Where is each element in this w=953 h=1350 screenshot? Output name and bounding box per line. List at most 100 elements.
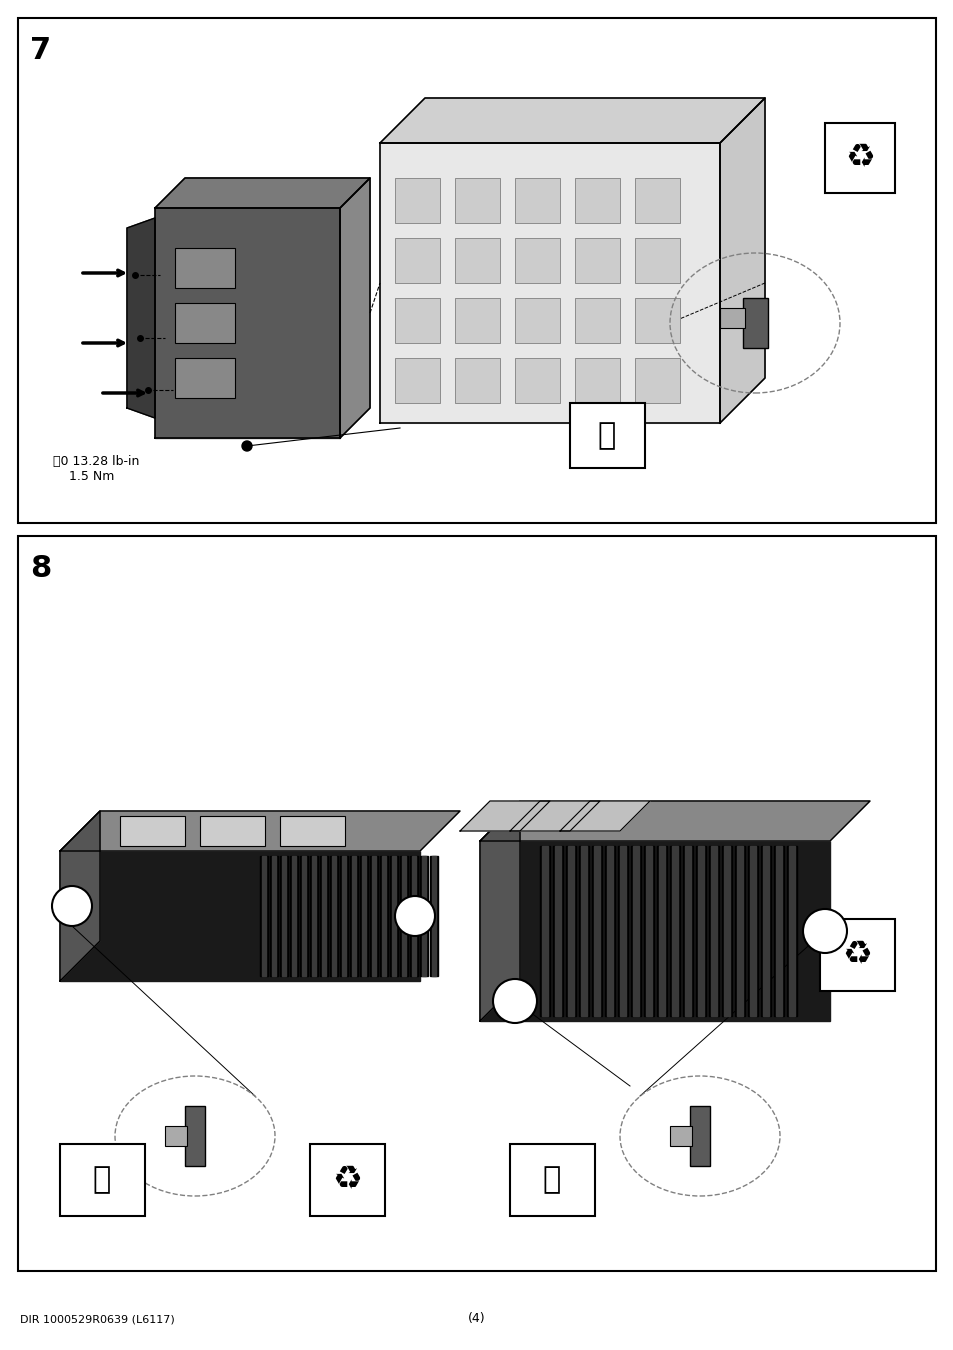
Polygon shape bbox=[682, 846, 692, 1017]
Bar bbox=[515, 178, 559, 223]
Bar bbox=[569, 404, 644, 468]
Polygon shape bbox=[359, 856, 368, 976]
Bar bbox=[820, 919, 894, 991]
Polygon shape bbox=[760, 846, 770, 1017]
Polygon shape bbox=[392, 856, 395, 976]
Polygon shape bbox=[154, 208, 339, 437]
Polygon shape bbox=[401, 856, 406, 976]
Polygon shape bbox=[618, 846, 627, 1017]
Polygon shape bbox=[710, 846, 717, 1017]
Polygon shape bbox=[299, 856, 308, 976]
Polygon shape bbox=[555, 846, 560, 1017]
Polygon shape bbox=[696, 846, 705, 1017]
Circle shape bbox=[802, 909, 846, 953]
Polygon shape bbox=[698, 846, 703, 1017]
Polygon shape bbox=[671, 846, 678, 1017]
Text: DIR 1000529R0639 (L6117): DIR 1000529R0639 (L6117) bbox=[20, 1315, 174, 1324]
Bar bbox=[185, 1106, 205, 1166]
Polygon shape bbox=[580, 846, 586, 1017]
Bar bbox=[165, 1126, 187, 1146]
Polygon shape bbox=[479, 841, 829, 1021]
Polygon shape bbox=[559, 801, 649, 832]
Bar bbox=[635, 238, 679, 284]
Bar bbox=[575, 298, 619, 343]
Polygon shape bbox=[708, 846, 719, 1017]
Bar bbox=[395, 298, 439, 343]
Bar bbox=[395, 358, 439, 404]
Polygon shape bbox=[127, 217, 154, 418]
Polygon shape bbox=[659, 846, 664, 1017]
Text: ♻: ♻ bbox=[332, 1164, 361, 1196]
Polygon shape bbox=[669, 846, 679, 1017]
Polygon shape bbox=[459, 801, 550, 832]
Bar bbox=[689, 1106, 709, 1166]
Polygon shape bbox=[606, 846, 613, 1017]
Polygon shape bbox=[312, 856, 315, 976]
Polygon shape bbox=[630, 846, 640, 1017]
Text: ♻: ♻ bbox=[844, 142, 874, 174]
Polygon shape bbox=[432, 856, 436, 976]
Polygon shape bbox=[567, 846, 574, 1017]
Bar bbox=[669, 1126, 691, 1146]
Polygon shape bbox=[723, 846, 729, 1017]
Polygon shape bbox=[361, 856, 366, 976]
Bar bbox=[510, 1143, 595, 1216]
Bar bbox=[635, 178, 679, 223]
Polygon shape bbox=[379, 99, 764, 143]
Polygon shape bbox=[594, 846, 599, 1017]
Bar bbox=[515, 238, 559, 284]
Polygon shape bbox=[721, 846, 731, 1017]
Polygon shape bbox=[749, 846, 755, 1017]
Polygon shape bbox=[319, 856, 328, 976]
Circle shape bbox=[395, 896, 435, 936]
Polygon shape bbox=[775, 846, 781, 1017]
Circle shape bbox=[52, 886, 91, 926]
Polygon shape bbox=[270, 856, 277, 976]
Text: ♻: ♻ bbox=[841, 938, 871, 972]
Polygon shape bbox=[773, 846, 783, 1017]
Polygon shape bbox=[280, 856, 288, 976]
Bar bbox=[395, 178, 439, 223]
Text: (4): (4) bbox=[468, 1312, 485, 1324]
Polygon shape bbox=[310, 856, 317, 976]
Bar bbox=[60, 1143, 145, 1216]
Polygon shape bbox=[154, 178, 370, 208]
Bar bbox=[455, 298, 499, 343]
Polygon shape bbox=[539, 846, 550, 1017]
Polygon shape bbox=[762, 846, 768, 1017]
Polygon shape bbox=[657, 846, 666, 1017]
Polygon shape bbox=[332, 856, 335, 976]
Polygon shape bbox=[330, 856, 337, 976]
Polygon shape bbox=[479, 801, 869, 841]
Polygon shape bbox=[282, 856, 286, 976]
Bar bbox=[18, 18, 935, 522]
Text: ␶0 13.28 lb-in
    1.5 Nm: ␶0 13.28 lb-in 1.5 Nm bbox=[53, 455, 139, 483]
Text: 🔨: 🔨 bbox=[92, 1165, 111, 1195]
Polygon shape bbox=[372, 856, 375, 976]
Text: 8: 8 bbox=[30, 554, 51, 583]
Text: 🔨: 🔨 bbox=[598, 421, 616, 451]
Bar bbox=[824, 123, 894, 193]
Polygon shape bbox=[479, 801, 519, 1021]
Bar bbox=[575, 238, 619, 284]
Polygon shape bbox=[643, 846, 654, 1017]
Polygon shape bbox=[272, 856, 275, 976]
Bar bbox=[174, 302, 234, 343]
Polygon shape bbox=[421, 856, 426, 976]
Polygon shape bbox=[737, 846, 742, 1017]
Bar bbox=[18, 536, 935, 1270]
Bar bbox=[280, 815, 345, 846]
Polygon shape bbox=[720, 99, 764, 423]
Polygon shape bbox=[339, 178, 370, 437]
Polygon shape bbox=[788, 846, 794, 1017]
Polygon shape bbox=[412, 856, 416, 976]
Bar bbox=[455, 238, 499, 284]
Polygon shape bbox=[292, 856, 295, 976]
Polygon shape bbox=[565, 846, 576, 1017]
Polygon shape bbox=[592, 846, 601, 1017]
Polygon shape bbox=[352, 856, 355, 976]
Polygon shape bbox=[322, 856, 326, 976]
Bar bbox=[120, 815, 185, 846]
Polygon shape bbox=[604, 846, 615, 1017]
Bar bbox=[575, 178, 619, 223]
